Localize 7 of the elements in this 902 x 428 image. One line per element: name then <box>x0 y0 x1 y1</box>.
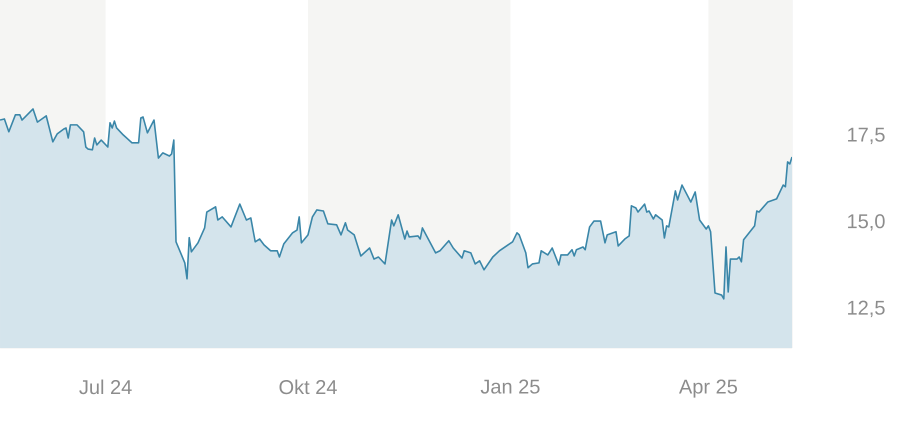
y-tick-label: 17,5 <box>848 128 885 144</box>
x-tick-label: Jan 25 <box>480 380 540 394</box>
y-tick-label: 12,5 <box>848 300 885 318</box>
x-tick-label: Jul 24 <box>79 380 132 394</box>
x-tick-label: Okt 24 <box>279 380 337 394</box>
x-tick-label: Apr 25 <box>678 380 738 398</box>
y-tick-label: 15,0 <box>848 214 885 231</box>
